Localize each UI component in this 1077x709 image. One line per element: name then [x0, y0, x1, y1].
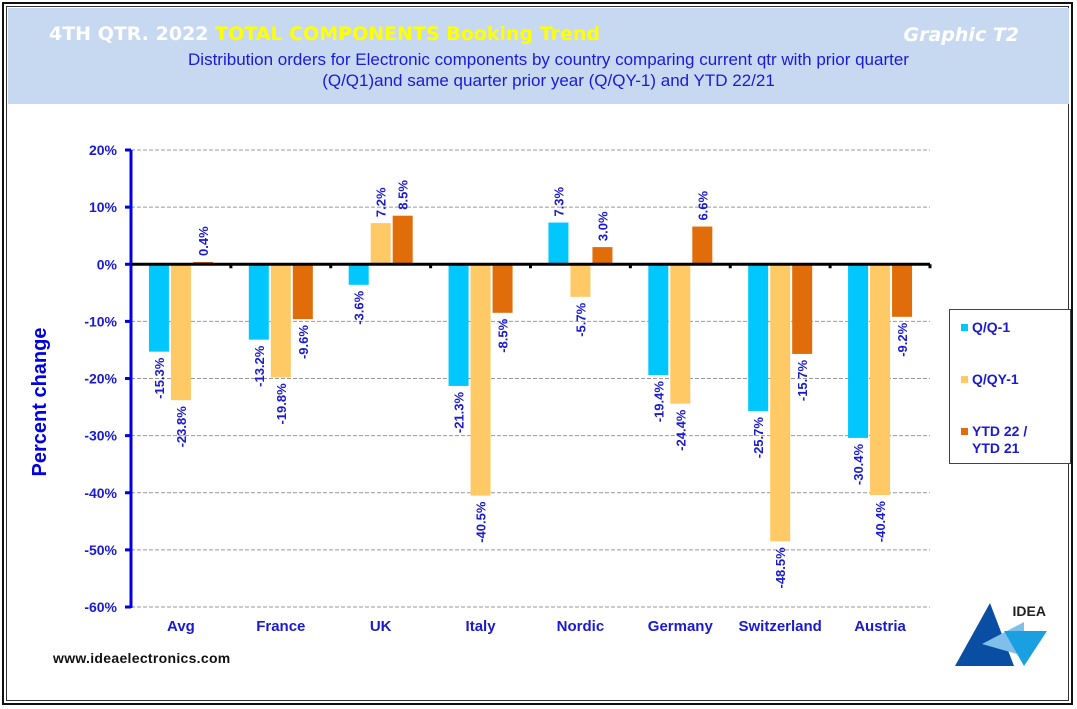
bar: [570, 264, 591, 297]
data-label: -23.8%: [174, 406, 189, 448]
bar: [248, 264, 269, 340]
logo-mid-triangle: [1004, 631, 1047, 666]
data-label: 7.2%: [374, 187, 389, 217]
bars: [148, 215, 913, 542]
subtitle-line-2: (Q/Q1)and same quarter prior year (Q/QY-…: [322, 71, 775, 90]
website-link[interactable]: www.ideaelectronics.com: [53, 650, 231, 666]
data-label: -19.4%: [651, 381, 666, 423]
data-labels: -15.3% -13.2% -3.6% -21.3% 7.3% -19.4% -25.7% -…: [152, 180, 910, 589]
bar: [892, 264, 913, 317]
data-label: -15.7%: [795, 360, 810, 402]
legend-swatch-qq1: [961, 324, 968, 331]
bar: [370, 223, 391, 265]
legend-swatch-ytd: [961, 428, 968, 435]
y-tick-label: -30%: [84, 428, 117, 444]
bar: [792, 264, 813, 354]
y-tick-label: 20%: [89, 142, 118, 158]
y-tick-label: -50%: [84, 542, 117, 558]
logo-dark-triangle: [955, 603, 1014, 666]
idea-logo: IDEA: [955, 603, 1047, 666]
y-tick-label: -60%: [84, 599, 117, 615]
y-tick-label: 10%: [89, 199, 118, 215]
data-label: -13.2%: [252, 345, 267, 387]
data-label: -24.4%: [673, 409, 688, 451]
data-label: -40.5%: [474, 501, 489, 543]
bar: [148, 264, 169, 352]
x-tick-label: Avg: [167, 618, 195, 635]
legend-item-qq1: Q/Q-1: [961, 319, 1010, 336]
data-label: -30.4%: [851, 443, 866, 485]
data-label: 3.0%: [595, 211, 610, 241]
data-label: -5.7%: [573, 302, 588, 336]
subtitle-line-1: Distribution orders for Electronic compo…: [188, 50, 909, 69]
data-label: -15.3%: [152, 357, 167, 399]
bar: [492, 264, 513, 313]
x-tick-label: UK: [370, 618, 392, 635]
legend-item-qqy1: Q/QY-1: [961, 371, 1019, 388]
x-tick-label: Nordic: [557, 618, 605, 635]
y-tick-label: -20%: [84, 371, 117, 387]
y-tick-label: -10%: [84, 313, 117, 329]
title-prefix: 4TH QTR. 2022: [49, 23, 209, 45]
bar: [392, 215, 413, 265]
data-label: 8.5%: [396, 180, 411, 210]
data-label: 6.6%: [695, 190, 710, 220]
bar: [848, 264, 869, 438]
y-tick-label: 0%: [97, 256, 118, 272]
y-tick-label: -40%: [84, 485, 117, 501]
chart-legend: Q/Q-1 Q/QY-1 YTD 22 / YTD 21: [949, 309, 1071, 464]
data-label: -9.6%: [296, 325, 311, 359]
data-label: -9.2%: [895, 322, 910, 356]
header-banner: 4TH QTR. 2022 TOTAL COMPONENTS Booking T…: [8, 8, 1069, 104]
bar: [292, 264, 313, 320]
tick-labels: 20% 10% 0% -10% -20% -30% -40% -50% -60% Avg Franc…: [84, 142, 906, 635]
axes: [125, 148, 932, 609]
x-tick-label: Austria: [854, 618, 906, 635]
x-tick-label: France: [256, 618, 305, 635]
data-label: -8.5%: [496, 318, 511, 352]
x-tick-label: Switzerland: [739, 618, 822, 635]
title-highlight: TOTAL COMPONENTS Booking Trend: [215, 23, 601, 45]
x-tick-label: Italy: [466, 618, 497, 635]
x-tick-label: Germany: [648, 618, 714, 635]
data-label: -48.5%: [773, 547, 788, 589]
graphic-id-label: Graphic T2: [903, 24, 1019, 46]
data-label: 0.4%: [196, 226, 211, 256]
y-axis-title: Percent change: [29, 328, 51, 477]
bar: [870, 264, 891, 496]
legend-swatch-qqy1: [961, 376, 968, 383]
bar: [692, 226, 713, 265]
bar: [748, 264, 769, 412]
bar: [670, 264, 691, 404]
bar: [348, 264, 369, 285]
bar: [448, 264, 469, 386]
data-label: -3.6%: [352, 290, 367, 324]
bar: [470, 264, 491, 496]
data-label: -19.8%: [274, 383, 289, 425]
chart-subtitle: Distribution orders for Electronic compo…: [8, 49, 1069, 91]
data-label: -40.4%: [873, 501, 888, 543]
data-label: -21.3%: [452, 391, 467, 433]
data-label: 7.3%: [551, 186, 566, 216]
bar: [170, 264, 191, 401]
bar: [648, 264, 669, 376]
legend-item-ytd: YTD 22 / YTD 21: [961, 423, 1027, 457]
bar: [270, 264, 291, 378]
bar: [548, 222, 569, 265]
bar: [770, 264, 791, 542]
bar: [592, 247, 613, 265]
data-label: -25.7%: [751, 417, 766, 459]
logo-text: IDEA: [1013, 603, 1046, 619]
